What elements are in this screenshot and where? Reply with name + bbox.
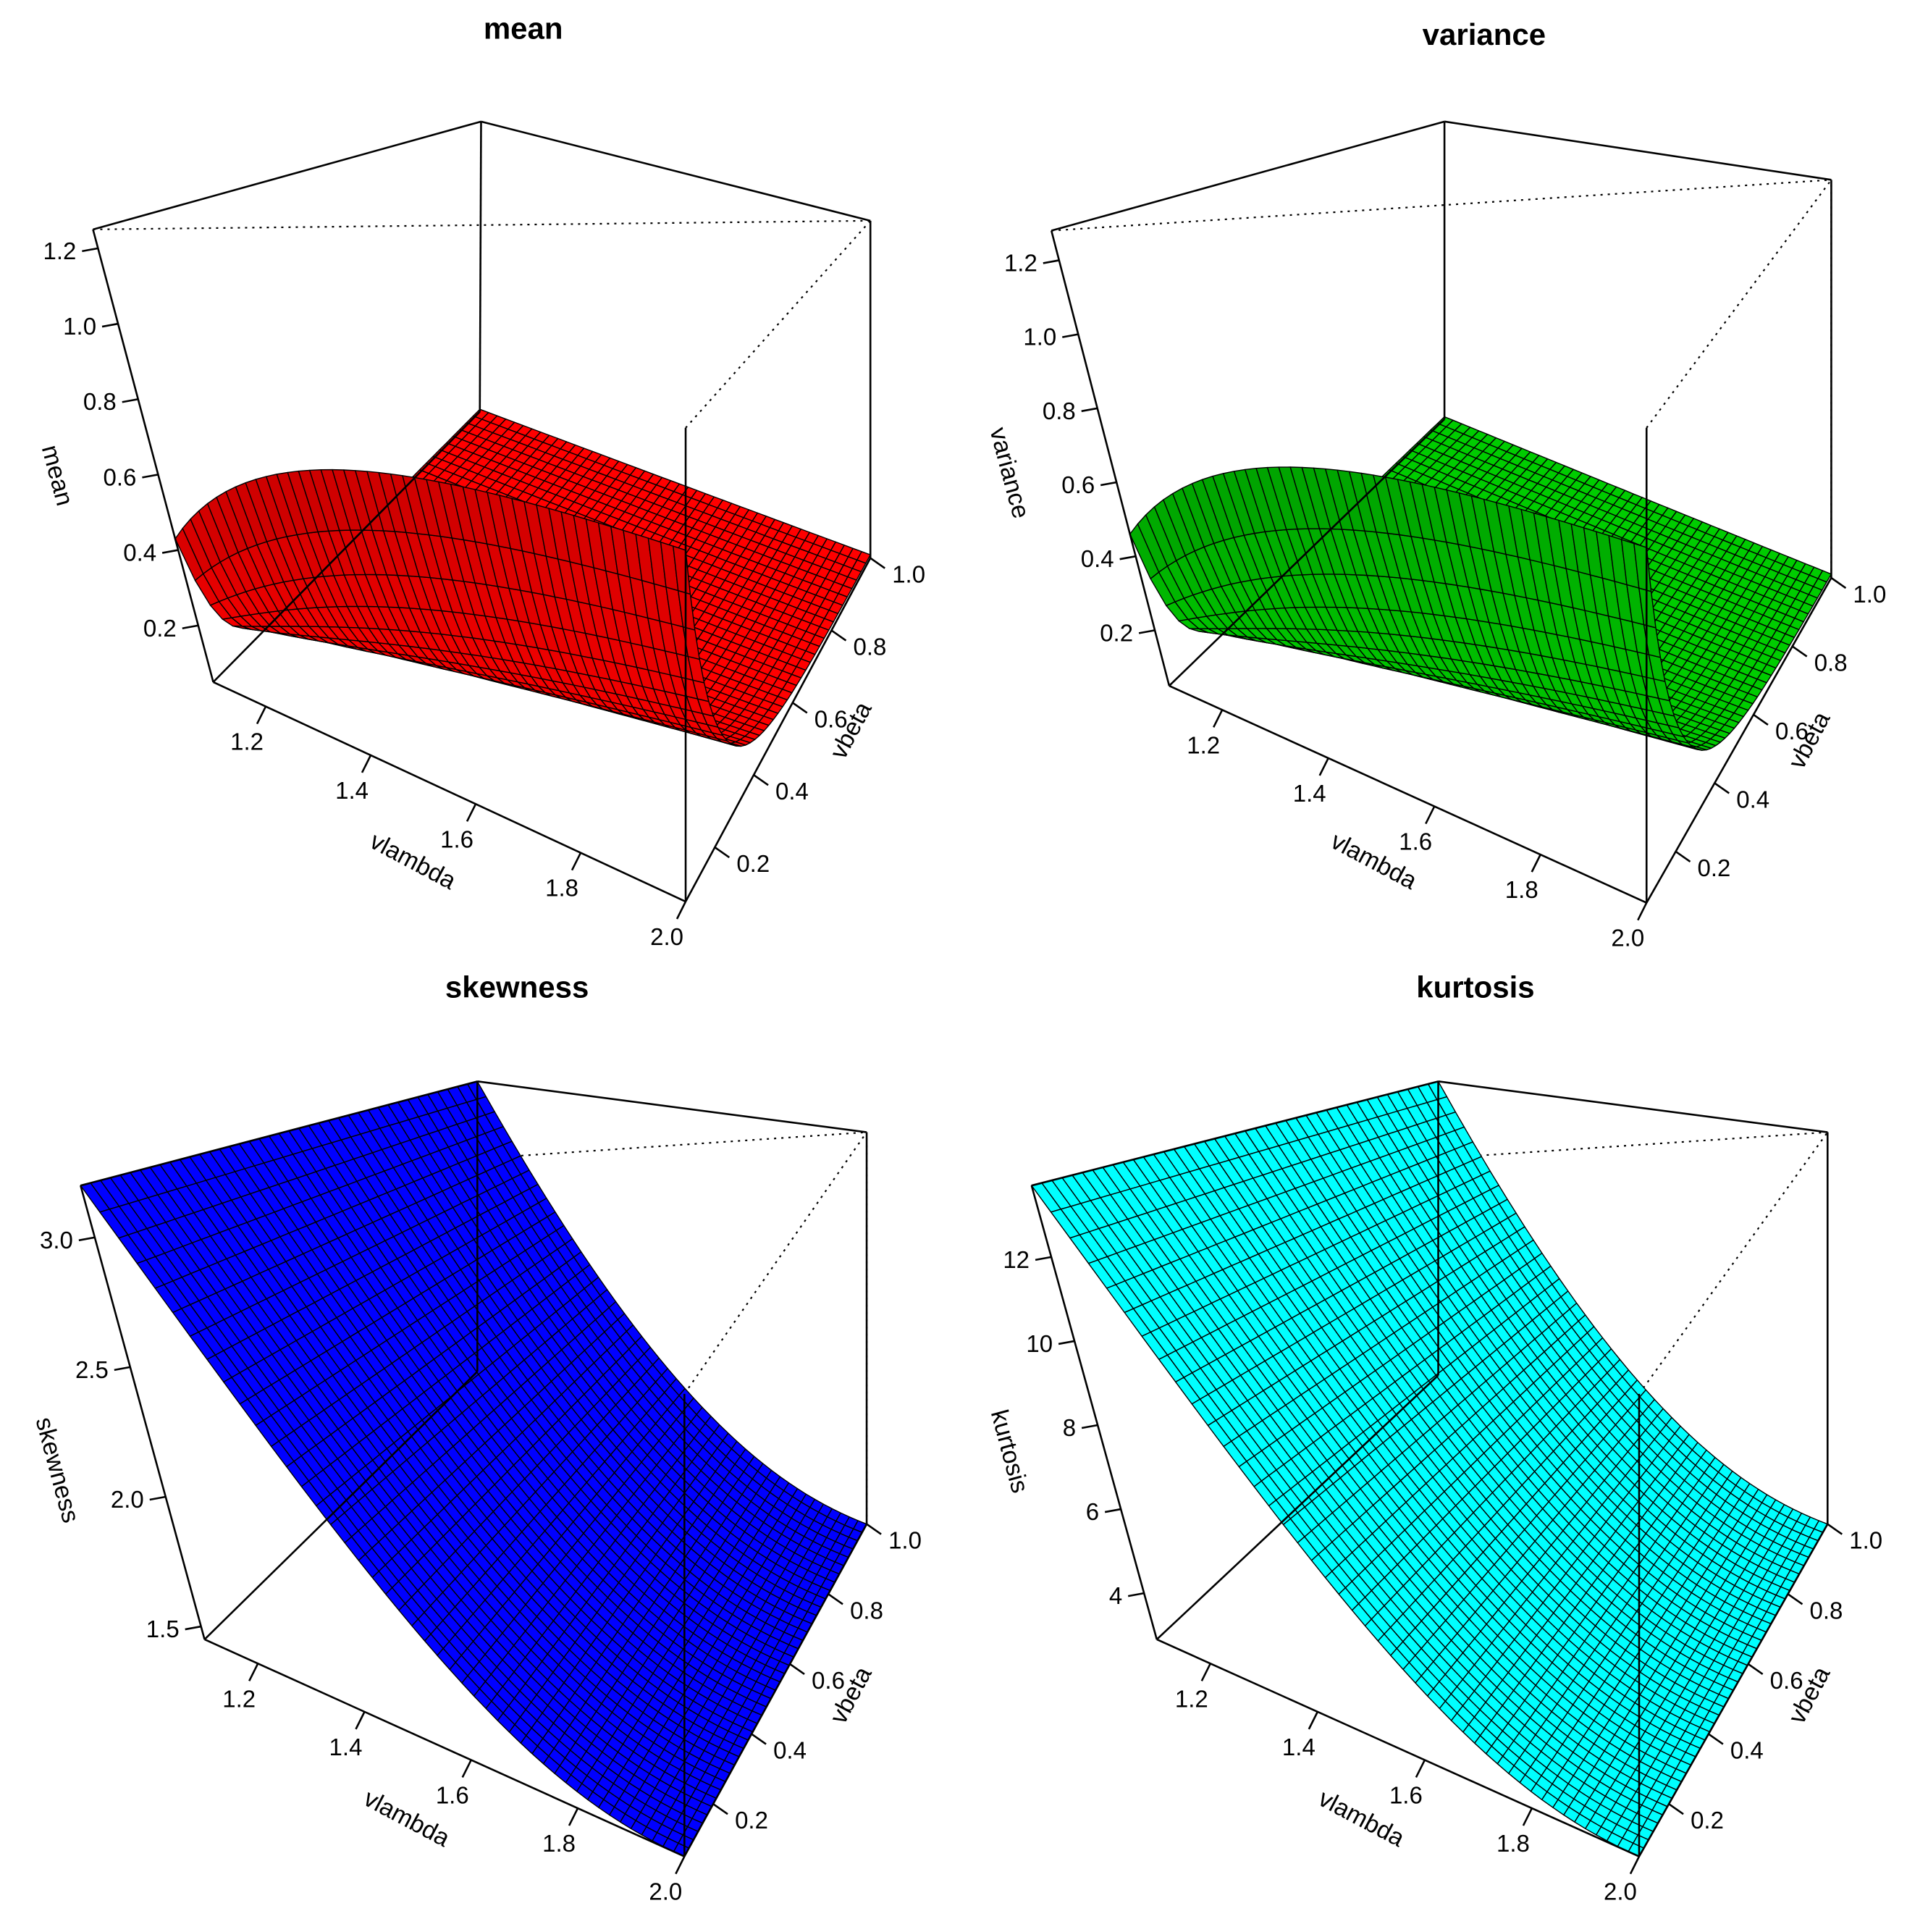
box-edge [1050,230,1171,686]
y-tick-label: 0.2 [1698,854,1731,881]
surface-mesh [1129,416,1832,751]
box-edge [1444,120,1832,181]
y-tick-label: 0.4 [775,778,809,805]
z-tick-mark [182,624,199,630]
box-hidden-edge [93,219,871,230]
z-tick-label: 0.4 [123,539,156,566]
z-tick-mark [161,549,179,554]
z-tick-label: 1.0 [1023,324,1056,350]
y-tick-mark [714,847,731,859]
z-tick-mark [1119,555,1136,560]
y-tick-label: 0.4 [1736,786,1769,812]
z-tick-mark [101,322,119,328]
z-tick-label: 0.8 [83,388,117,415]
z-tick-mark [1081,407,1098,413]
y-tick-label: 0.8 [853,634,886,660]
z-tick-label: 0.8 [1043,398,1076,424]
y-tick-mark [1791,645,1808,658]
chart-title: mean [484,12,563,46]
x-tick-mark [1213,709,1224,728]
z-tick-label: 0.6 [1061,471,1095,498]
x-tick-label: 1.4 [1293,780,1326,807]
x-tick-label: 1.8 [545,875,578,902]
y-tick-mark [1714,782,1730,794]
x-tick-mark [1318,757,1329,776]
x-tick-label: 2.0 [1611,925,1644,952]
box-edge [93,120,481,231]
box-hidden-edge [683,1131,867,1395]
surface-mesh [174,408,871,747]
y-tick-mark [830,629,847,642]
z-axis-ticks: 0.2 0.4 0.6 0.8 1.0 1.2 [1004,249,1155,646]
x-tick-label: 1.2 [1187,731,1220,758]
z-tick-mark [82,247,98,253]
x-tick-label: 1.6 [1399,828,1432,855]
z-tick-mark [1138,629,1155,634]
box-hidden-edge [1646,179,1832,429]
z-tick-mark [142,474,159,479]
z-tick-label: 0.6 [104,463,137,490]
box-edge [1051,120,1445,232]
x-axis-ticks: 1.2 1.4 1.6 1.8 2.0 [230,705,687,950]
z-axis-label: variance [984,424,1035,521]
chart-panel-skewness: skewness1.52.02.53.01.21.41.61.82.00.20.… [30,970,921,1904]
chart-panel-mean: mean 0.2 0.4 0.6 0.8 1.0 1.2 1.2 1.4 1.6 1.8 2.0 0.2… [36,12,925,950]
y-tick-mark [753,774,769,786]
x-tick-mark [1425,805,1436,825]
z-tick-label: 1.2 [43,238,76,264]
y-tick-mark [1753,713,1769,726]
y-tick-mark [870,557,885,569]
z-tick-mark [122,398,138,403]
x-tick-mark [571,852,582,871]
z-tick-label: 0.2 [1100,619,1133,646]
z-tick-mark [1062,333,1079,338]
z-tick-mark [1100,481,1117,487]
x-tick-mark [256,705,267,725]
y-tick-mark [792,702,808,714]
x-tick-label: 1.2 [230,728,264,755]
box-hidden-edge [1051,179,1832,232]
y-tick-label: 1.0 [892,561,925,588]
chart-title: variance [1423,17,1546,51]
z-tick-label: 0.4 [1081,545,1114,572]
x-tick-mark [675,901,687,920]
y-tick-mark [1830,576,1847,589]
y-tick-label: 1.0 [1853,581,1886,608]
box-hidden-edge [685,220,872,429]
x-tick-mark [1531,854,1541,873]
x-tick-mark [1637,902,1648,921]
z-tick-label: 1.0 [63,313,96,340]
x-tick-label: 1.4 [335,777,369,804]
x-tick-label: 1.8 [1505,876,1538,903]
x-tick-label: 1.6 [440,826,473,852]
z-axis-label: mean [36,442,79,508]
x-tick-mark [361,755,372,773]
z-tick-mark [1043,259,1060,264]
box-edge [479,121,482,412]
y-tick-label: 0.2 [736,850,770,877]
z-axis-ticks: 0.2 0.4 0.6 0.8 1.0 1.2 [43,238,199,642]
chart-panel-variance: variance 0.2 0.4 0.6 0.8 1.0 1.2 1.2 1.4 1.6 1.8 2.… [984,17,1886,951]
box-edge [481,120,871,222]
z-tick-label: 1.2 [1004,249,1037,276]
x-tick-label: 2.0 [650,923,683,950]
y-tick-label: 0.8 [1814,650,1848,676]
z-tick-label: 0.2 [143,615,177,642]
y-tick-mark [1675,850,1691,862]
x-axis-ticks: 1.2 1.4 1.6 1.8 2.0 [1187,709,1648,952]
x-tick-mark [466,803,477,822]
